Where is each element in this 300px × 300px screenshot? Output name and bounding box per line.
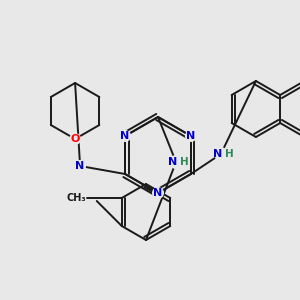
Circle shape <box>74 160 86 172</box>
Text: H: H <box>180 157 188 167</box>
Text: N: N <box>186 131 196 141</box>
Text: N: N <box>213 149 223 159</box>
Text: N: N <box>168 157 178 167</box>
Text: CH₃: CH₃ <box>67 193 87 203</box>
Circle shape <box>69 133 81 145</box>
Text: N: N <box>121 131 130 141</box>
Circle shape <box>119 130 131 142</box>
Text: H: H <box>224 149 233 159</box>
Circle shape <box>214 147 228 161</box>
Text: N: N <box>153 188 163 198</box>
Circle shape <box>169 155 183 169</box>
Circle shape <box>152 187 164 199</box>
Text: N: N <box>76 161 85 171</box>
Text: O: O <box>70 134 80 144</box>
Circle shape <box>185 130 197 142</box>
